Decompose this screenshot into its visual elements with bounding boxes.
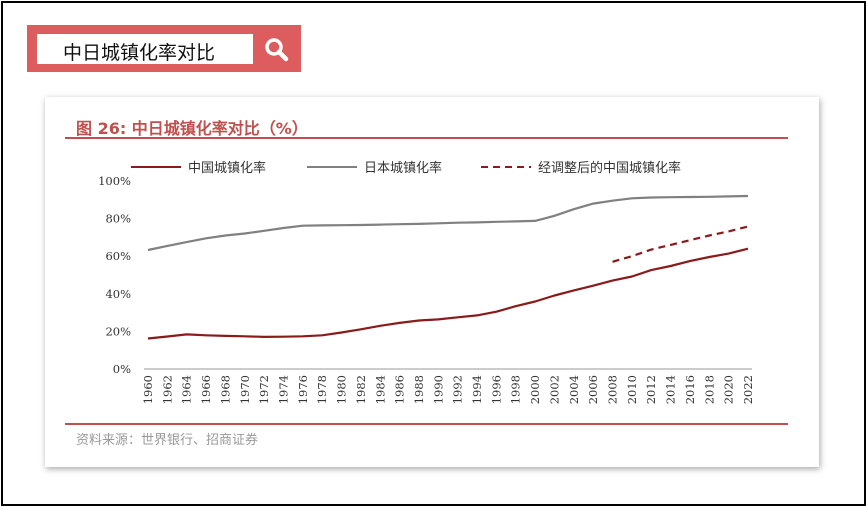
- source-rule: [65, 423, 788, 425]
- x-tick-label: 1976: [296, 375, 310, 404]
- y-tick-label: 80%: [105, 212, 131, 226]
- x-tick-label: 2020: [722, 375, 736, 404]
- x-tick-label: 1986: [393, 375, 407, 404]
- legend-label-1: 中国城镇化率: [188, 160, 266, 176]
- y-tick-label: 100%: [98, 174, 131, 188]
- x-tick-label: 2000: [528, 375, 542, 404]
- x-tick-label: 1984: [373, 375, 387, 404]
- x-tick-label: 1962: [160, 375, 174, 404]
- figure-source: 资料来源：世界银行、招商证券: [76, 433, 259, 448]
- figure-title: 图 26: 中日城镇化率对比（%）: [76, 119, 308, 138]
- x-tick-label: 1972: [257, 375, 271, 404]
- figure-card: 图 26: 中日城镇化率对比（%） 0% 20% 40% 60% 80% 100% 1960…: [45, 97, 819, 467]
- search-input[interactable]: 中日城镇化率对比: [37, 34, 253, 64]
- x-tick-label: 2006: [586, 375, 600, 404]
- x-tick-label: 2014: [664, 375, 678, 404]
- search-icon: [265, 38, 289, 62]
- x-tick-label: 2004: [567, 375, 581, 404]
- x-tick-label: 1980: [335, 375, 349, 404]
- x-tick-label: 1982: [354, 375, 368, 404]
- legend-label-3: 经调整后的中国城镇化率: [538, 160, 681, 176]
- x-tick-label: 1992: [451, 375, 465, 404]
- x-tick-label: 2008: [606, 375, 620, 404]
- x-tick-label: 1960: [141, 375, 155, 404]
- x-tick-label: 1974: [276, 375, 290, 404]
- x-tick-label: 1978: [315, 375, 329, 404]
- series-line-1: [147, 247, 749, 340]
- y-tick-label: 60%: [105, 249, 131, 263]
- x-tick-label: 1970: [238, 375, 252, 404]
- y-tick-label: 40%: [105, 287, 131, 301]
- legend-label-2: 日本城镇化率: [364, 160, 442, 176]
- x-tick-label: 2010: [625, 375, 639, 404]
- x-tick-label: 2012: [644, 375, 658, 404]
- search-bar: 中日城镇化率对比: [27, 25, 301, 72]
- title-rule: [65, 137, 788, 139]
- x-tick-label: 1966: [199, 375, 213, 404]
- x-tick-label: 1988: [412, 375, 426, 404]
- x-tick-label: 1996: [489, 375, 503, 404]
- y-tick-label: 20%: [105, 324, 131, 338]
- x-tick-label: 2002: [547, 375, 561, 404]
- x-tick-label: 1964: [180, 375, 194, 404]
- x-tick-label: 1968: [218, 375, 232, 404]
- x-tick-label: 1998: [509, 375, 523, 404]
- x-tick-label: 2018: [702, 375, 716, 404]
- x-tick-label: 1990: [431, 375, 445, 404]
- x-tick-label: 2022: [741, 375, 755, 404]
- series-line-2: [147, 194, 749, 252]
- search-query: 中日城镇化率对比: [63, 42, 216, 64]
- x-tick-label: 2016: [683, 375, 697, 404]
- x-tick-label: 1994: [470, 375, 484, 404]
- search-button[interactable]: [259, 32, 295, 66]
- series-line-3: [612, 225, 749, 263]
- y-tick-label: 0%: [113, 362, 131, 376]
- line-chart: 0% 20% 40% 60% 80% 100% 1960 1962 1964 1966 1968 19…: [98, 160, 755, 404]
